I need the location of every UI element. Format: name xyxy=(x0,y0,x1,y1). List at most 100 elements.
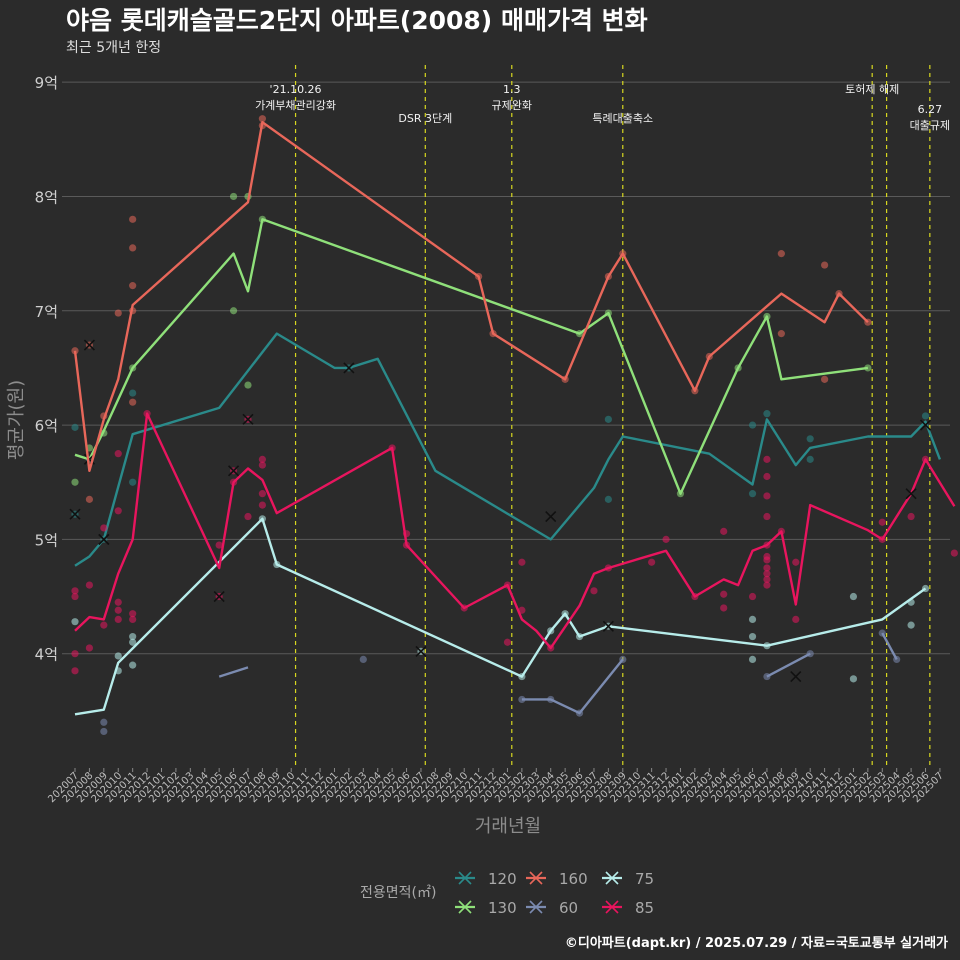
source-caption: ©디아파트(dapt.kr) / 2025.07.29 / 자료=국토교통부 실… xyxy=(565,935,948,951)
chart-title: 야음 롯데캐슬골드2단지 아파트(2008) 매매가격 변화 xyxy=(66,6,648,35)
data-point-120 xyxy=(604,495,612,503)
legend-key-120 xyxy=(458,871,472,885)
cancel-mark-120 xyxy=(343,362,355,374)
data-point-60 xyxy=(518,695,526,704)
legend-label-130: 130 xyxy=(488,899,517,917)
data-point-85 xyxy=(763,492,771,500)
data-point-60 xyxy=(359,655,367,664)
y-tick-label: 8억 xyxy=(35,188,58,206)
legend-title: 전용면적(㎡) xyxy=(360,885,436,901)
cancel-mark-75 xyxy=(415,645,427,657)
data-point-75 xyxy=(129,638,137,646)
data-point-160 xyxy=(777,330,785,338)
x-axis-title: 거래년월 xyxy=(475,816,541,837)
data-point-75 xyxy=(907,621,915,629)
data-point-85 xyxy=(748,592,757,601)
data-point-85 xyxy=(763,455,771,463)
data-point-85 xyxy=(590,587,598,595)
y-tick-label: 7억 xyxy=(35,303,58,321)
data-point-85 xyxy=(907,512,915,521)
cancel-mark-60 xyxy=(790,670,802,683)
data-point-160 xyxy=(821,261,829,269)
data-point-85 xyxy=(720,604,728,612)
cancel-mark-75 xyxy=(602,620,614,632)
data-point-85 xyxy=(114,615,122,623)
data-point-85 xyxy=(85,644,94,652)
data-point-85 xyxy=(100,524,108,532)
series-line-60 xyxy=(521,658,624,715)
data-point-120 xyxy=(806,435,814,443)
series-line-160 xyxy=(73,121,869,472)
series-line-85 xyxy=(74,412,956,650)
legend-label-85: 85 xyxy=(635,899,654,917)
data-point-85 xyxy=(720,527,728,535)
legend: 전용면적(㎡) 120 160 75 130 60 85 xyxy=(360,870,654,917)
data-point-75 xyxy=(748,655,757,664)
data-point-85 xyxy=(648,558,656,566)
data-point-75 xyxy=(849,675,858,683)
data-point-85 xyxy=(763,472,771,481)
data-point-85 xyxy=(950,549,958,557)
data-point-85 xyxy=(258,455,267,463)
event-label: DSR 3단계 xyxy=(398,112,452,125)
event-label: 토허제 해제 xyxy=(845,82,899,96)
y-tick-label: 6억 xyxy=(35,417,58,435)
data-point-85 xyxy=(518,558,526,566)
data-point-85 xyxy=(662,535,670,543)
data-point-85 xyxy=(114,606,122,614)
series-line-130 xyxy=(74,218,869,495)
data-point-75 xyxy=(748,632,757,641)
series-130 xyxy=(71,192,872,498)
data-point-85 xyxy=(763,512,771,521)
series-line-60 xyxy=(218,666,249,678)
legend-label-160: 160 xyxy=(559,870,588,888)
data-point-160 xyxy=(129,244,137,252)
data-point-160 xyxy=(114,309,122,317)
data-point-85 xyxy=(71,667,79,675)
y-tick-label: 9억 xyxy=(35,74,58,92)
cancel-mark-85 xyxy=(545,510,557,523)
data-point-85 xyxy=(114,450,122,458)
cancel-mark-120 xyxy=(69,508,81,520)
event-label: 특례대출축소 xyxy=(592,112,653,125)
data-point-85 xyxy=(71,650,79,658)
grid-lines xyxy=(62,81,950,655)
data-point-60 xyxy=(100,718,108,726)
data-point-85 xyxy=(763,581,771,589)
data-point-60 xyxy=(100,727,108,736)
data-point-85 xyxy=(71,592,79,601)
data-point-85 xyxy=(215,541,223,549)
legend-key-75 xyxy=(605,871,619,885)
data-point-120 xyxy=(921,412,930,420)
event-label: '21.10.26 xyxy=(270,83,322,96)
data-point-85 xyxy=(100,621,108,629)
data-point-75 xyxy=(114,652,122,660)
data-point-85 xyxy=(763,570,771,578)
data-point-85 xyxy=(503,638,512,646)
data-point-85 xyxy=(763,564,771,572)
legend-label-75: 75 xyxy=(635,870,654,888)
y-tick-label: 5억 xyxy=(35,531,58,549)
data-point-85 xyxy=(244,512,252,521)
series-line-120 xyxy=(74,332,942,567)
data-point-160 xyxy=(777,250,785,258)
data-point-85 xyxy=(258,501,267,509)
data-point-160 xyxy=(85,495,94,503)
data-point-120 xyxy=(129,389,137,397)
data-point-130 xyxy=(244,381,252,389)
event-label: 대출규제 xyxy=(910,119,950,132)
event-label: 가계부채관리강화 xyxy=(255,99,336,112)
data-point-160 xyxy=(129,282,137,290)
data-point-120 xyxy=(71,423,79,431)
legend-key-60 xyxy=(529,900,543,914)
cancel-mark-85 xyxy=(228,465,240,477)
data-point-75 xyxy=(849,592,858,601)
data-point-160 xyxy=(258,115,267,123)
data-point-75 xyxy=(129,632,137,641)
legend-key-160 xyxy=(529,871,543,885)
data-point-85 xyxy=(763,575,771,583)
legend-key-85 xyxy=(605,900,619,914)
data-point-85 xyxy=(114,598,122,606)
data-point-75 xyxy=(748,615,757,623)
